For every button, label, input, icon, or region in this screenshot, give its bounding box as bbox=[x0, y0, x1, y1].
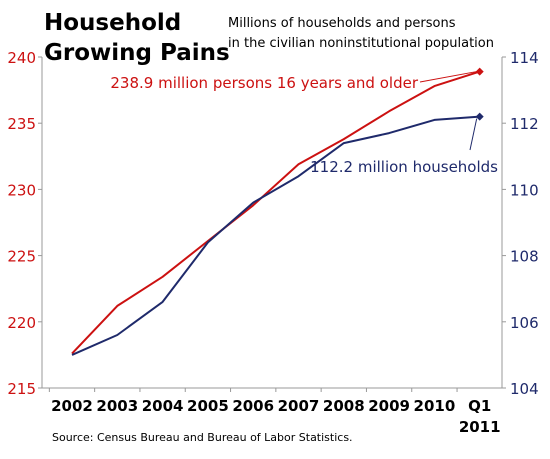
x-tick-label: 2011 bbox=[459, 418, 501, 436]
chart-title-line-1: Household bbox=[44, 10, 182, 36]
left-tick-label: 235 bbox=[7, 115, 36, 133]
annotations: 238.9 million persons 16 years and older… bbox=[110, 71, 498, 176]
households-series-line bbox=[71, 115, 480, 356]
right-tick-label: 104 bbox=[510, 380, 539, 398]
right-tick-label: 110 bbox=[510, 181, 539, 199]
right-tick-label: 112 bbox=[510, 115, 539, 133]
chart-title: Household Growing Pains bbox=[44, 8, 230, 68]
left-axis-tick-labels: 215 220 225 230 235 240 bbox=[7, 49, 36, 398]
left-tick-label: 230 bbox=[7, 181, 36, 199]
x-tick-label: 2009 bbox=[368, 397, 410, 415]
x-tick-label: 2008 bbox=[323, 397, 365, 415]
persons-callout-line bbox=[419, 71, 477, 83]
x-tick-label: 2010 bbox=[414, 397, 456, 415]
x-tick-label: 2007 bbox=[278, 397, 320, 415]
source-note: Source: Census Bureau and Bureau of Labo… bbox=[52, 431, 353, 444]
x-tick-label: 2004 bbox=[142, 397, 184, 415]
chart-subtitle: Millions of households and persons in th… bbox=[228, 14, 494, 54]
right-tick-label: 106 bbox=[510, 314, 539, 332]
x-axis-tick-labels: 2002 2003 2004 2005 2006 2007 2008 2009 2010 Q1 20… bbox=[51, 397, 500, 436]
x-tick-label: 2005 bbox=[187, 397, 229, 415]
left-tick-label: 215 bbox=[7, 380, 36, 398]
series-lines bbox=[71, 67, 484, 356]
persons-end-marker bbox=[475, 67, 484, 76]
households-annotation: 112.2 million households bbox=[310, 158, 498, 176]
left-tick-label: 225 bbox=[7, 248, 36, 266]
x-tick-label: 2003 bbox=[96, 397, 138, 415]
tick-marks bbox=[38, 56, 506, 392]
x-tick-label: 2006 bbox=[232, 397, 274, 415]
left-tick-label: 240 bbox=[7, 49, 36, 67]
chart-subtitle-line-1: Millions of households and persons bbox=[228, 16, 456, 31]
chart-subtitle-line-2: in the civilian noninstitutional populat… bbox=[228, 36, 494, 51]
chart-title-line-2: Growing Pains bbox=[44, 40, 230, 66]
right-tick-label: 114 bbox=[510, 49, 539, 67]
x-tick-label: 2002 bbox=[51, 397, 93, 415]
x-tick-label: Q1 bbox=[468, 397, 491, 415]
households-callout-line bbox=[469, 118, 478, 151]
right-axis-tick-labels: 104 106 108 110 112 114 bbox=[510, 49, 539, 398]
left-tick-label: 220 bbox=[7, 314, 36, 332]
plot-axes bbox=[41, 57, 503, 389]
persons-annotation: 238.9 million persons 16 years and older bbox=[110, 74, 418, 92]
households-end-marker bbox=[475, 112, 484, 121]
persons-series-line bbox=[71, 70, 481, 355]
right-tick-label: 108 bbox=[510, 248, 539, 266]
